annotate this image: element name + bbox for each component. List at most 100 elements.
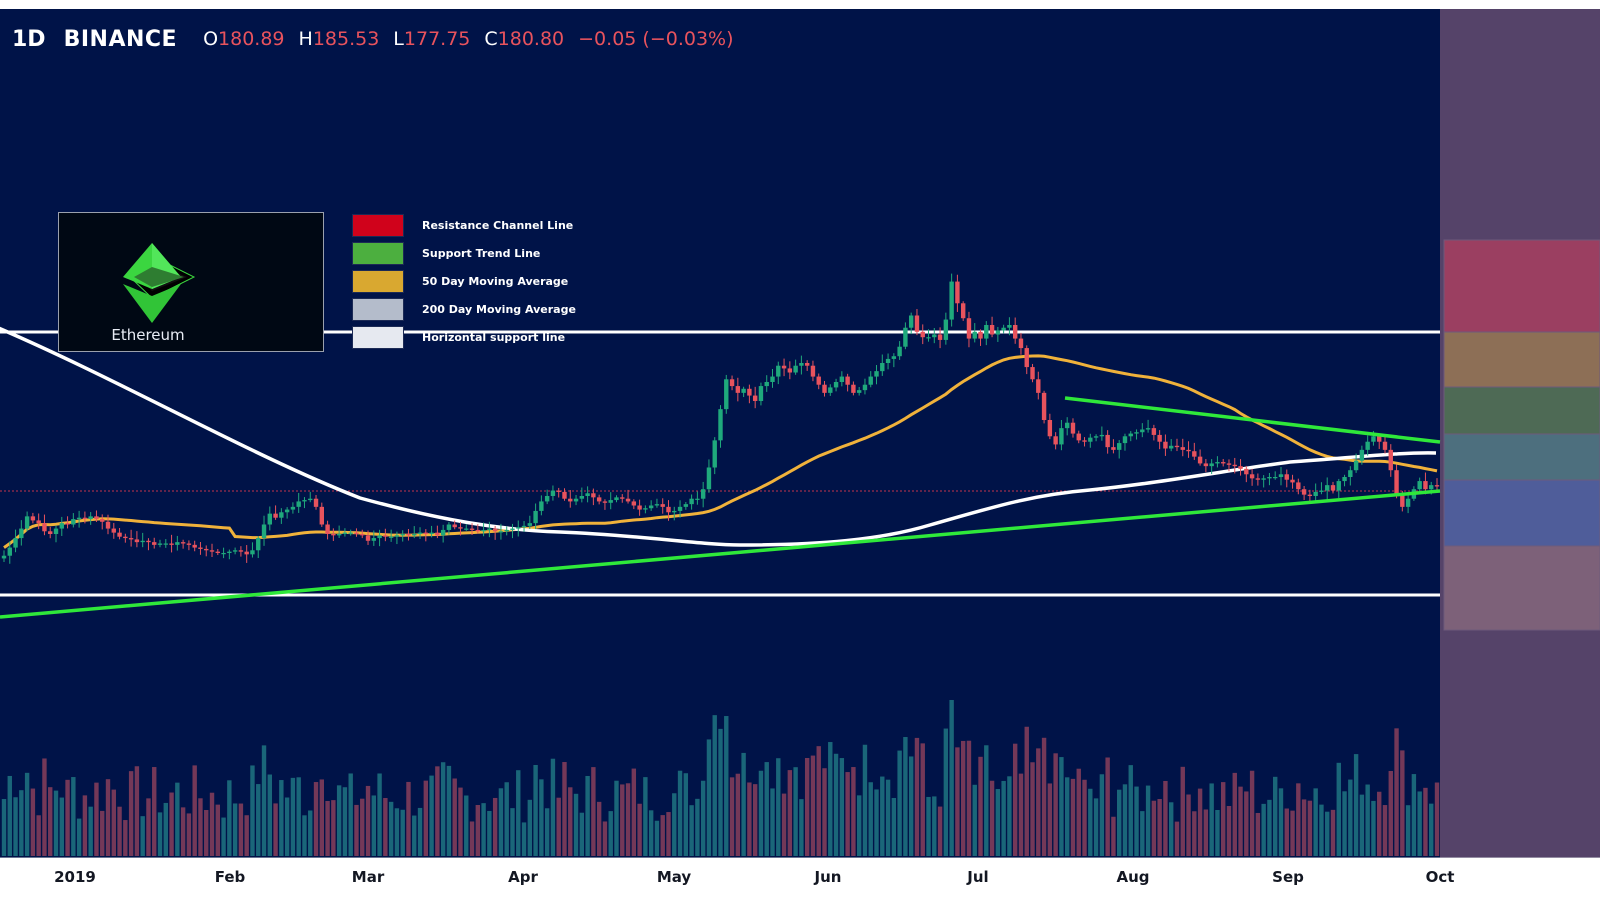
candle-body: [377, 535, 382, 539]
ma200-line: [0, 326, 1437, 547]
candle-body: [960, 303, 966, 319]
volume-bar: [1070, 778, 1076, 856]
volume-bar: [221, 817, 226, 856]
candle-body: [76, 517, 82, 520]
volume-bar: [1064, 777, 1070, 856]
ma50-line: [3, 354, 1438, 549]
legend-item: Support Trend Line: [352, 239, 576, 267]
candle-body: [464, 528, 469, 530]
candle-body: [897, 346, 902, 357]
volume-bar: [781, 793, 787, 856]
volume-bar: [273, 803, 278, 856]
candle-body: [1064, 422, 1070, 429]
volume-bar: [1284, 808, 1289, 856]
volume-bar: [880, 776, 885, 856]
candle-body: [273, 513, 278, 518]
candle-body: [1382, 441, 1388, 450]
candle-body: [718, 409, 723, 441]
candle-body: [290, 506, 296, 510]
legend-item: Resistance Channel Line: [352, 211, 576, 239]
volume-bar: [180, 807, 186, 856]
low-label: L: [393, 28, 404, 50]
volume-bar: [914, 737, 920, 856]
candle-body: [313, 498, 319, 507]
volume-bar: [1111, 816, 1116, 856]
candle-body: [1330, 485, 1336, 491]
candle-body: [123, 536, 128, 539]
candle-body: [192, 544, 197, 548]
candle-body: [261, 524, 267, 539]
candle-body: [747, 388, 752, 396]
volume-bar: [1382, 805, 1388, 856]
candle-body: [1238, 466, 1243, 469]
volume-bar: [1273, 776, 1278, 856]
volume-bar: [1128, 765, 1133, 856]
candle-body: [955, 281, 960, 304]
candle-body: [1105, 434, 1110, 448]
candle-body: [487, 528, 492, 530]
volume-bar: [966, 740, 972, 856]
candle-body: [568, 498, 573, 502]
candle-body: [42, 523, 47, 532]
candle-body: [596, 497, 602, 502]
candle-body: [695, 498, 700, 500]
candle-body: [134, 539, 140, 543]
timeframe-label[interactable]: 1D: [12, 26, 46, 52]
candle-body: [1273, 477, 1278, 479]
candle-body: [1088, 437, 1093, 442]
x-tick-label: Feb: [214, 868, 246, 886]
volume-bar: [533, 764, 538, 856]
volume-bar: [1018, 773, 1024, 856]
candle-body: [371, 538, 377, 541]
candle-body: [417, 532, 423, 534]
candle-body: [903, 327, 908, 347]
volume-bar: [776, 758, 781, 856]
candle-body: [24, 516, 30, 529]
candle-body: [1359, 449, 1365, 461]
volume-bar: [620, 784, 625, 856]
volume-bar: [1047, 783, 1053, 856]
x-tick-label: Sep: [1272, 868, 1304, 886]
candle-body: [296, 501, 301, 507]
candle-body: [1290, 479, 1295, 483]
volume-bar: [1180, 766, 1185, 856]
candle-body: [1325, 485, 1330, 491]
candle-body: [111, 528, 116, 533]
volume-bar: [325, 800, 330, 856]
volume-bar: [1088, 788, 1093, 856]
volume-bar: [585, 775, 590, 856]
volume-bar: [672, 793, 677, 856]
candle-body: [885, 358, 891, 363]
candle-body: [1261, 478, 1266, 480]
candle-body: [787, 368, 793, 373]
volume-bar: [1157, 798, 1162, 856]
time-axis: 2019 Feb Mar Apr May Jun Jul Aug Sep Oct: [0, 858, 1600, 900]
candle-body: [654, 504, 660, 506]
candle-body: [562, 491, 567, 499]
candle-body: [677, 506, 683, 511]
candle-body: [163, 543, 168, 545]
volume-bar: [88, 806, 93, 856]
volume-bar: [1417, 791, 1422, 856]
volume-bar: [504, 782, 509, 856]
candle-body: [284, 509, 290, 513]
volume-bar: [1221, 782, 1226, 856]
volume-bar: [71, 777, 76, 856]
candle-body: [1007, 325, 1012, 328]
candle-body: [279, 512, 284, 518]
volume-bar: [1301, 799, 1307, 856]
candle-body: [648, 505, 654, 509]
volume-bar: [498, 788, 504, 856]
candle-body: [1140, 429, 1145, 433]
candle-body: [157, 543, 163, 545]
volume-bar: [1313, 788, 1318, 856]
candle-body: [706, 467, 712, 490]
volume-bar: [596, 801, 602, 856]
legend-label: 50 Day Moving Average: [422, 274, 569, 288]
candle-body: [1388, 449, 1393, 471]
candle-body: [360, 534, 365, 536]
volume-bar: [891, 797, 897, 856]
candle-body: [689, 498, 694, 505]
volume-bar: [724, 716, 729, 856]
